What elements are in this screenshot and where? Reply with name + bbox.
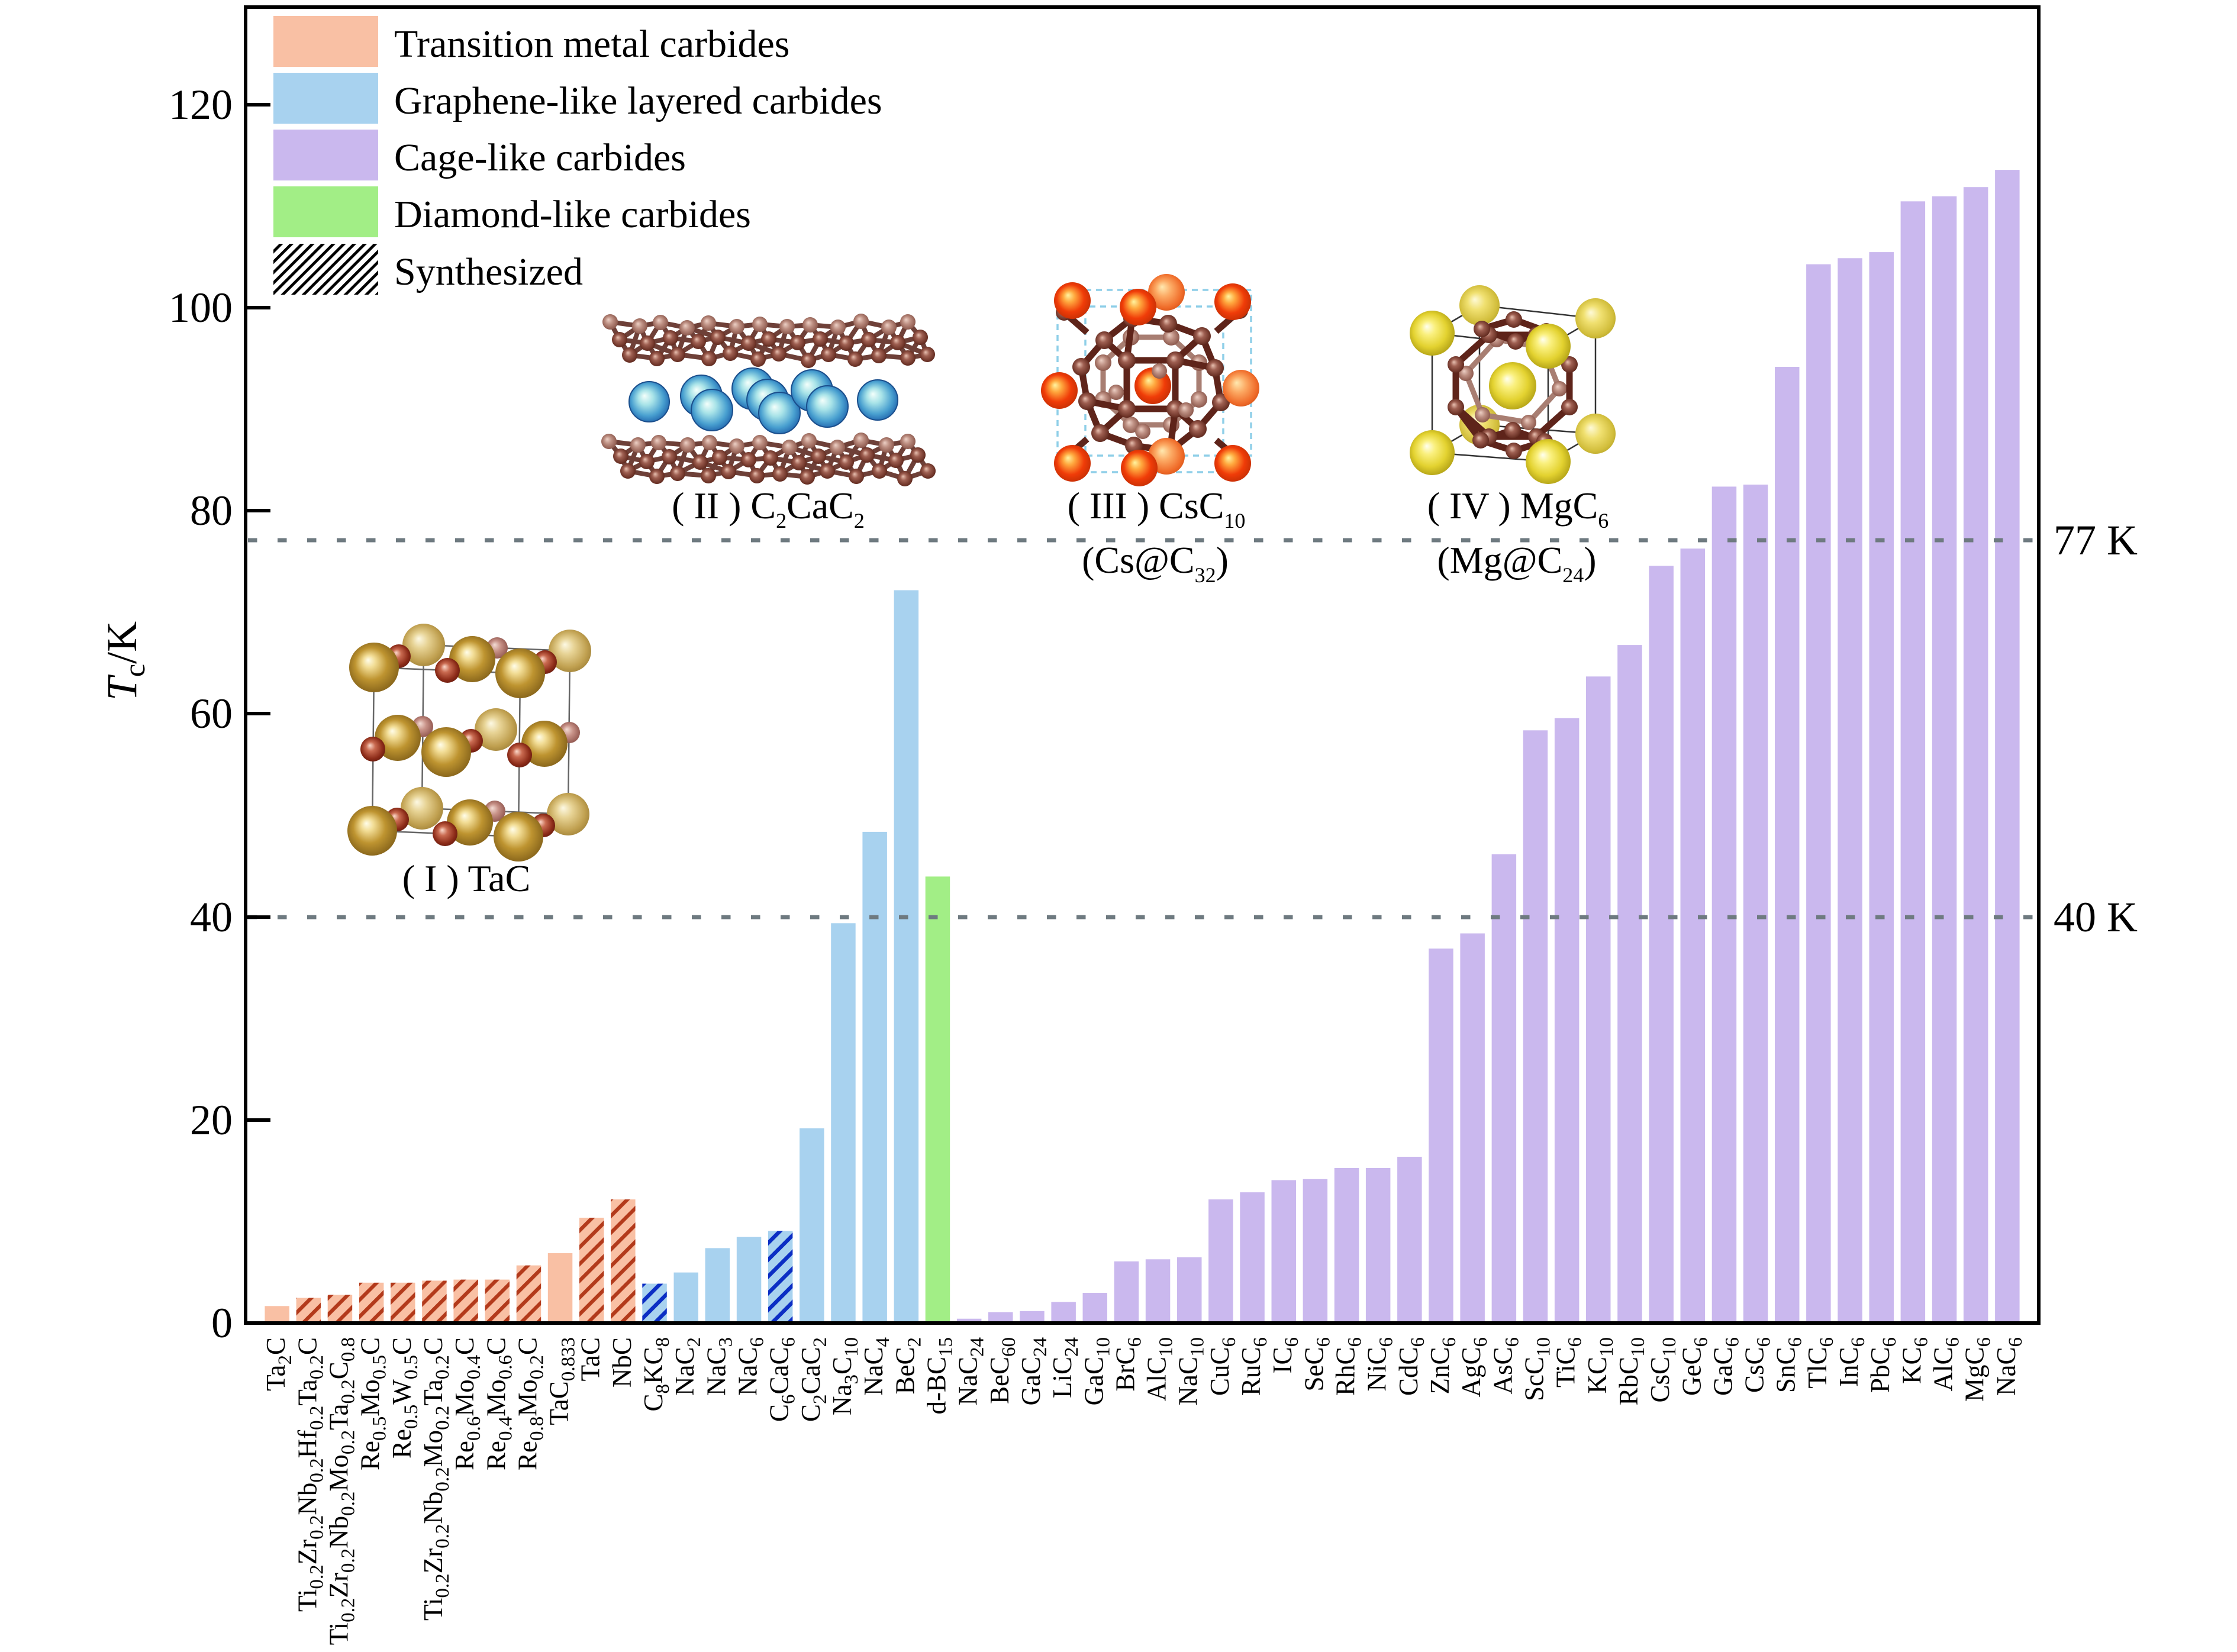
svg-text:Re0.6​Mo0.4​C: Re0.6​Mo0.4​C <box>450 1337 485 1470</box>
svg-text:LiC24​: LiC24​ <box>1047 1337 1082 1398</box>
svg-text:AlC10​: AlC10​ <box>1142 1337 1177 1401</box>
svg-text:SeC6​: SeC6​ <box>1299 1337 1334 1392</box>
svg-text:NaC24​: NaC24​ <box>953 1337 988 1406</box>
svg-text:NaC3​: NaC3​ <box>701 1337 736 1396</box>
svg-text:40: 40 <box>190 893 233 941</box>
svg-text:( II ) C2CaC2: ( II ) C2CaC2 <box>672 485 865 533</box>
svg-text:d-BC15​: d-BC15​ <box>922 1337 957 1415</box>
svg-text:BrC6​: BrC6​ <box>1110 1337 1145 1392</box>
svg-text:NaC4​: NaC4​ <box>859 1337 894 1396</box>
svg-text:Na3​C10​: Na3​C10​ <box>827 1337 862 1415</box>
svg-text:( III ) CsC10: ( III ) CsC10 <box>1068 485 1246 533</box>
svg-text:C6​CaC6​: C6​CaC6​ <box>765 1337 800 1422</box>
svg-text:GaC6​: GaC6​ <box>1708 1337 1743 1396</box>
svg-text:Ti0.2​Zr0.2​Nb0.2​Mo0.2​Ta0.2​: Ti0.2​Zr0.2​Nb0.2​Mo0.2​Ta0.2​C0.8​ <box>324 1337 359 1645</box>
svg-text:Re0.8​Mo0.2​C: Re0.8​Mo0.2​C <box>512 1337 547 1470</box>
svg-text:NbC: NbC <box>607 1337 637 1388</box>
svg-text:Re0.5​W0.5​C: Re0.5​W0.5​C <box>387 1337 422 1459</box>
svg-text:TaC: TaC <box>576 1337 605 1381</box>
svg-text:Cage-like carbides: Cage-like carbides <box>394 136 686 179</box>
svg-text:CsC10​: CsC10​ <box>1645 1337 1680 1403</box>
svg-text:0: 0 <box>211 1299 233 1347</box>
svg-text:GaC24​: GaC24​ <box>1016 1337 1051 1406</box>
svg-text:40 K: 40 K <box>2054 893 2138 941</box>
svg-text:PbC6​: PbC6​ <box>1865 1337 1900 1393</box>
svg-text:Ti0.2​Zr0.2​Nb0.2​Mo0.2​Ta0.2​: Ti0.2​Zr0.2​Nb0.2​Mo0.2​Ta0.2​C <box>418 1337 453 1621</box>
svg-text:Transition metal carbides: Transition metal carbides <box>394 22 789 66</box>
svg-text:Graphene-like layered carbides: Graphene-like layered carbides <box>394 79 882 122</box>
svg-text:Ti0.2​Zr0.2​Nb0.2​Hf0.2​Ta0.2​: Ti0.2​Zr0.2​Nb0.2​Hf0.2​Ta0.2​C <box>292 1337 327 1612</box>
svg-text:BeC60​: BeC60​ <box>985 1337 1020 1404</box>
svg-text:AsC6​: AsC6​ <box>1488 1337 1523 1395</box>
svg-text:60: 60 <box>190 690 233 737</box>
svg-text:CdC6​: CdC6​ <box>1394 1337 1429 1396</box>
svg-text:Re0.5​Mo0.5​C: Re0.5​Mo0.5​C <box>356 1337 391 1470</box>
svg-text:AlC6​: AlC6​ <box>1929 1337 1964 1392</box>
svg-text:TaC0.833​: TaC0.833​ <box>544 1337 579 1425</box>
svg-text:NaC2​: NaC2​ <box>670 1337 705 1396</box>
svg-text:GeC6​: GeC6​ <box>1677 1337 1711 1396</box>
svg-text:NaC10​: NaC10​ <box>1174 1337 1208 1406</box>
svg-text:KC6​: KC6​ <box>1897 1337 1932 1384</box>
svg-text:GaC10​: GaC10​ <box>1079 1337 1114 1406</box>
svg-text:100: 100 <box>169 284 233 331</box>
svg-text:TlC6​: TlC6​ <box>1803 1337 1838 1389</box>
svg-text:NiC6​: NiC6​ <box>1362 1337 1397 1392</box>
svg-text:RbC10​: RbC10​ <box>1614 1337 1649 1406</box>
svg-text:20: 20 <box>190 1096 233 1144</box>
svg-text:NaC6​: NaC6​ <box>733 1337 768 1396</box>
svg-text:80: 80 <box>190 487 233 534</box>
svg-text:Synthesized: Synthesized <box>394 250 583 293</box>
svg-text:AgC6​: AgC6​ <box>1456 1337 1491 1398</box>
svg-text:CsC6​: CsC6​ <box>1740 1337 1775 1393</box>
svg-text:InC6​: InC6​ <box>1834 1337 1869 1387</box>
svg-text:BeC2​: BeC2​ <box>890 1337 925 1395</box>
svg-text:Diamond-like carbides: Diamond-like carbides <box>394 193 751 236</box>
svg-text:Tc/K: Tc/K <box>98 621 151 701</box>
svg-text:KC10​: KC10​ <box>1582 1337 1617 1394</box>
svg-text:Re0.4​Mo0.6​C: Re0.4​Mo0.6​C <box>481 1337 516 1470</box>
svg-text:CuC6​: CuC6​ <box>1205 1337 1240 1396</box>
svg-text:RuC6​: RuC6​ <box>1236 1337 1271 1396</box>
svg-text:SnC6​: SnC6​ <box>1771 1337 1806 1393</box>
svg-text:120: 120 <box>169 81 233 128</box>
svg-text:( IV ) MgC6: ( IV ) MgC6 <box>1427 485 1609 533</box>
svg-text:NaC6​: NaC6​ <box>1991 1337 2026 1396</box>
svg-text:ZnC6​: ZnC6​ <box>1425 1337 1460 1395</box>
svg-text:C2​CaC2​: C2​CaC2​ <box>796 1337 831 1422</box>
svg-text:Ta2​C: Ta2​C <box>261 1337 296 1391</box>
svg-text:RhC6​: RhC6​ <box>1331 1337 1366 1396</box>
svg-text:C8​KC8​: C8​KC8​ <box>639 1337 673 1412</box>
svg-text:( I ) TaC: ( I ) TaC <box>402 857 531 899</box>
svg-text:MgC6​: MgC6​ <box>1960 1337 1995 1402</box>
svg-text:TiC6​: TiC6​ <box>1551 1337 1586 1388</box>
svg-text:77 K: 77 K <box>2054 517 2138 564</box>
svg-text:ScC10​: ScC10​ <box>1520 1337 1555 1401</box>
svg-text:IC6​: IC6​ <box>1268 1337 1303 1374</box>
